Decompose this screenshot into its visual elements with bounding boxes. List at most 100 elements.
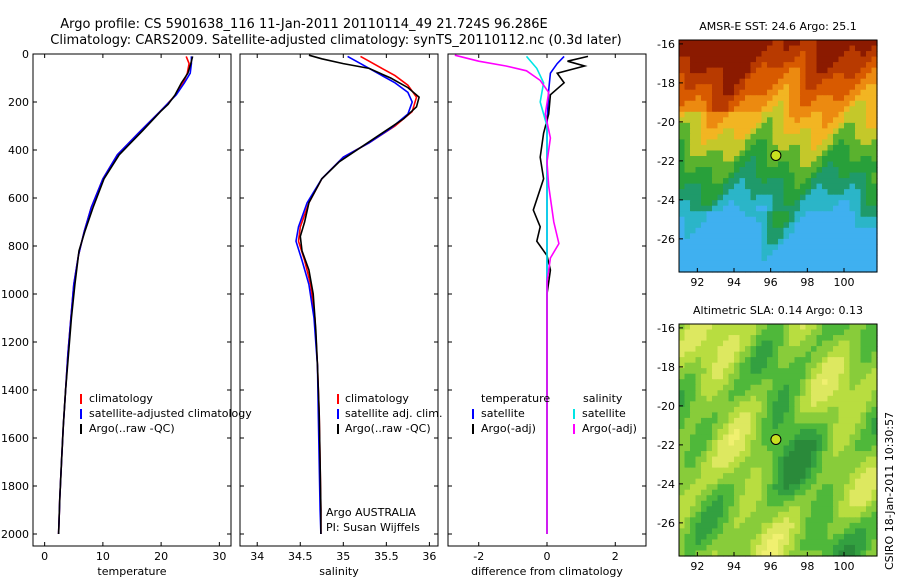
heatmap-cell: [822, 379, 829, 386]
heatmap-cell: [783, 73, 790, 80]
heatmap-cell: [783, 379, 790, 386]
heatmap-cell: [849, 357, 856, 364]
heatmap-cell: [761, 172, 768, 179]
heatmap-cell: [833, 183, 840, 190]
heatmap-cell: [750, 111, 757, 118]
heatmap-cell: [684, 100, 691, 107]
heatmap-cell: [816, 423, 823, 430]
heatmap-cell: [805, 417, 812, 425]
heatmap-cell: [838, 550, 845, 557]
heatmap-cell: [756, 122, 763, 129]
heatmap-cell: [679, 244, 686, 251]
y-tick-label: -22: [657, 439, 675, 452]
heatmap-cell: [679, 489, 686, 496]
heatmap-cell: [805, 373, 812, 380]
x-tick-label: 98: [800, 560, 814, 573]
heatmap-cell: [756, 329, 763, 336]
heatmap-cell: [822, 500, 829, 507]
heatmap-cell: [783, 401, 790, 408]
heatmap-cell: [827, 495, 834, 502]
heatmap-cell: [734, 106, 741, 113]
heatmap-cell: [690, 506, 697, 513]
heatmap-cell: [789, 189, 796, 196]
heatmap-cell: [717, 511, 724, 518]
heatmap-cell: [734, 445, 741, 452]
heatmap-cell: [728, 128, 735, 135]
heatmap-cell: [822, 434, 829, 441]
heatmap-cell: [706, 484, 713, 491]
heatmap-cell: [811, 117, 818, 124]
heatmap-cell: [717, 200, 724, 207]
heatmap-cell: [723, 266, 730, 273]
heatmap-cell: [822, 194, 829, 201]
heatmap-cell: [701, 544, 708, 552]
heatmap-cell: [772, 222, 779, 229]
heatmap-cell: [717, 539, 724, 546]
heatmap-cell: [844, 167, 851, 174]
heatmap-cell: [811, 111, 818, 118]
heatmap-cell: [761, 550, 768, 557]
heatmap-cell: [789, 100, 796, 107]
heatmap-cell: [756, 238, 763, 245]
heatmap-cell: [761, 368, 768, 375]
heatmap-cell: [794, 189, 801, 196]
heatmap-cell: [811, 260, 818, 268]
heatmap-cell: [855, 117, 862, 124]
heatmap-cell: [767, 522, 774, 529]
heatmap-cell: [794, 67, 801, 74]
heatmap-cell: [860, 266, 867, 273]
heatmap-cell: [794, 194, 801, 201]
heatmap-cell: [794, 440, 801, 447]
heatmap-cell: [838, 428, 845, 436]
heatmap-cell: [838, 106, 845, 113]
heatmap-cell: [789, 249, 796, 257]
heatmap-cell: [860, 249, 867, 257]
heatmap-cell: [838, 362, 845, 369]
heatmap-cell: [866, 417, 873, 425]
heatmap-cell: [827, 40, 834, 47]
heatmap-cell: [761, 500, 768, 507]
heatmap-cell: [690, 194, 697, 201]
heatmap-cell: [833, 506, 840, 513]
heatmap-cell: [734, 100, 741, 107]
heatmap-cell: [756, 67, 763, 74]
heatmap-cell: [800, 249, 807, 257]
heatmap-cell: [778, 517, 785, 524]
heatmap-cell: [778, 340, 785, 347]
heatmap-cell: [745, 67, 752, 74]
heatmap-cell: [723, 362, 730, 369]
heatmap-cell: [794, 384, 801, 391]
heatmap-cell: [750, 533, 757, 541]
heatmap-cell: [778, 506, 785, 513]
heatmap-cell: [860, 506, 867, 513]
heatmap-cell: [739, 517, 746, 524]
heatmap-cell: [800, 440, 807, 447]
heatmap-cell: [855, 51, 862, 58]
heatmap-cell: [712, 495, 719, 502]
heatmap-cell: [723, 67, 730, 74]
heatmap-cell: [833, 95, 840, 102]
heatmap-cell: [855, 56, 862, 63]
heatmap-cell: [745, 56, 752, 63]
heatmap-cell: [794, 368, 801, 375]
heatmap-cell: [739, 357, 746, 364]
heatmap-cell: [811, 467, 818, 474]
heatmap-cell: [838, 222, 845, 229]
heatmap-cell: [849, 351, 856, 358]
heatmap-cell: [684, 194, 691, 201]
heatmap-cell: [679, 189, 686, 196]
heatmap-cell: [860, 233, 867, 240]
heatmap-cell: [772, 227, 779, 234]
heatmap-cell: [723, 445, 730, 452]
heatmap-cell: [860, 167, 867, 174]
heatmap-cell: [750, 434, 757, 441]
heatmap-cell: [690, 379, 697, 386]
heatmap-cell: [838, 178, 845, 185]
heatmap-cell: [822, 506, 829, 513]
heatmap-cell: [717, 362, 724, 369]
heatmap-cell: [701, 357, 708, 364]
heatmap-cell: [745, 390, 752, 397]
heatmap-cell: [871, 106, 878, 113]
heatmap-cell: [844, 539, 851, 546]
heatmap-cell: [871, 266, 878, 273]
